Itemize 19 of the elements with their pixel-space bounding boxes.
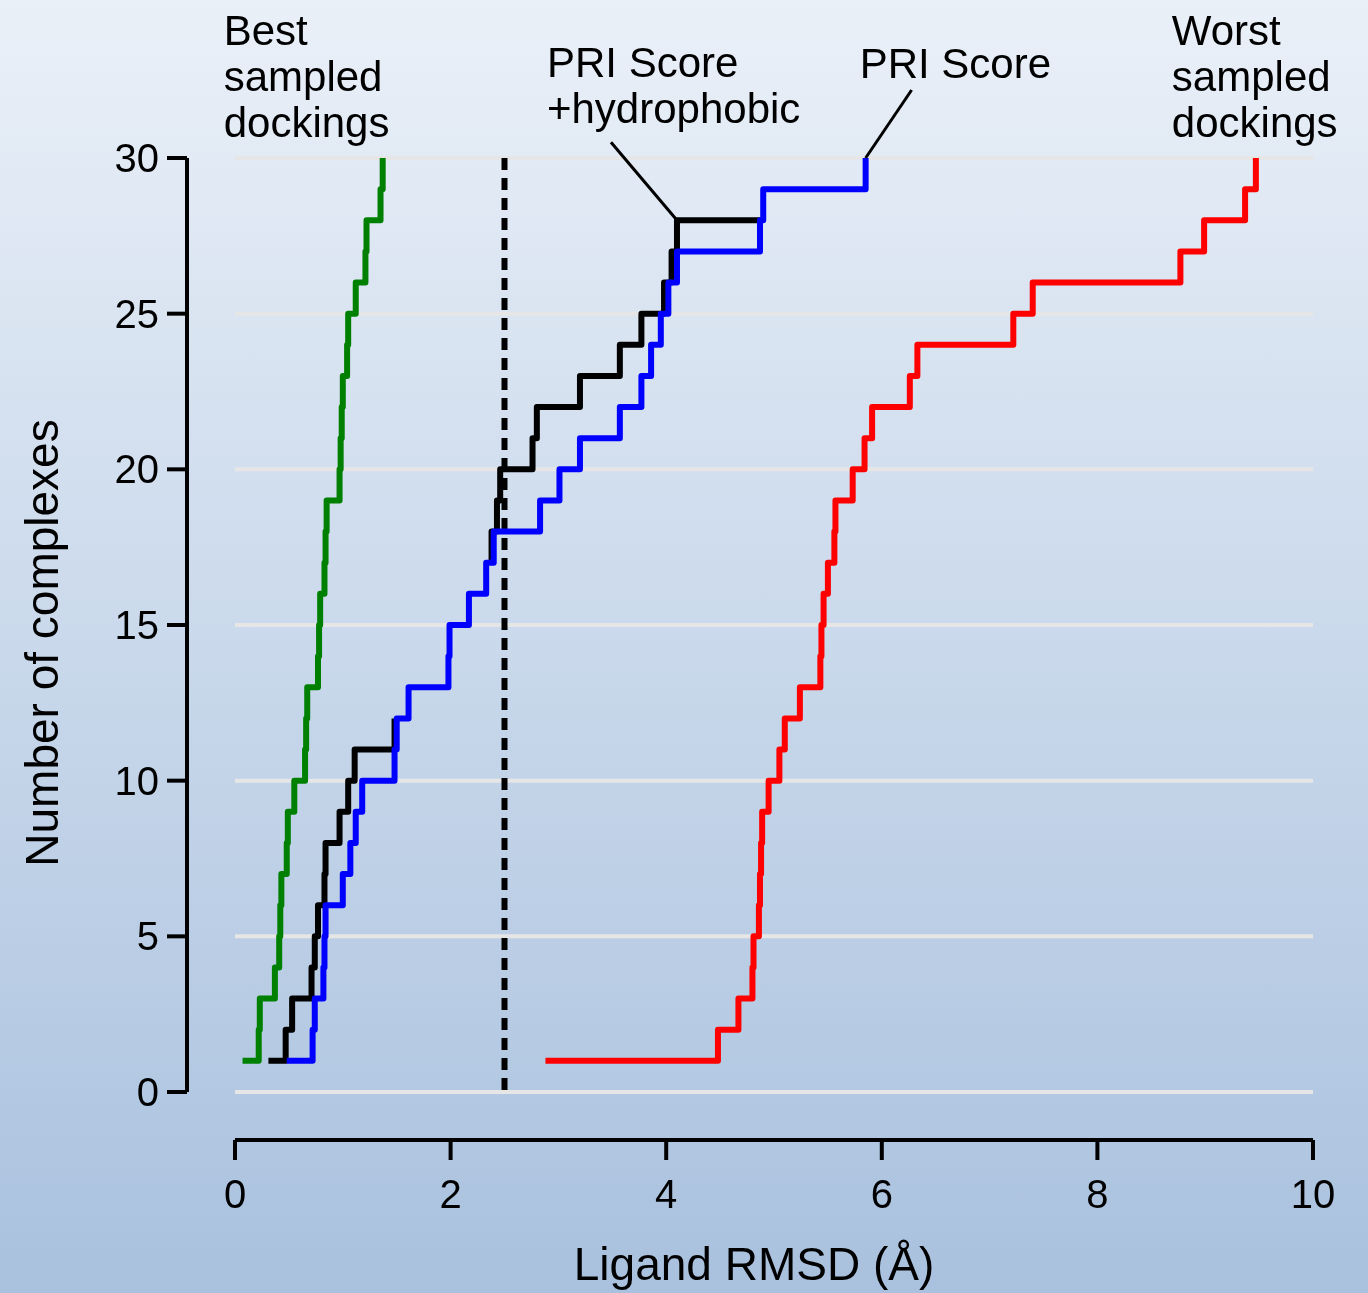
y-tick-label: 10 — [114, 758, 159, 803]
x-tick-label: 0 — [223, 1172, 247, 1216]
x-tick-label: 4 — [655, 1172, 678, 1216]
x-tick-label: 8 — [1086, 1172, 1109, 1216]
x-tick-label: 2 — [439, 1172, 462, 1216]
series-label: Worst sampled dockings — [1171, 7, 1338, 146]
y-axis-title: Number of complexes — [16, 419, 68, 867]
y-tick-label: 25 — [114, 291, 159, 336]
y-tick-label: 30 — [114, 136, 159, 180]
y-tick-label: 15 — [114, 603, 159, 647]
y-tick-label: 0 — [136, 1070, 159, 1114]
x-tick-label: 10 — [1290, 1172, 1336, 1216]
series-label: Best sampled dockings — [223, 7, 390, 146]
y-tick-label: 20 — [114, 447, 159, 492]
series-label: PRI Score — [859, 40, 1052, 87]
x-axis-title: Ligand RMSD (Å) — [573, 1238, 935, 1290]
x-tick-label: 6 — [870, 1172, 893, 1216]
text: PRI Score +hydrophobic — [546, 39, 801, 133]
y-tick-label: 5 — [136, 914, 159, 959]
